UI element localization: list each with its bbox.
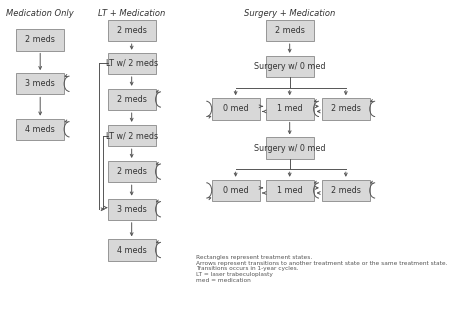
Text: 2 meds: 2 meds	[117, 95, 146, 104]
FancyBboxPatch shape	[266, 180, 314, 201]
Text: 1 med: 1 med	[277, 186, 302, 195]
Text: Surgery w/ 0 med: Surgery w/ 0 med	[254, 62, 326, 71]
Text: 2 meds: 2 meds	[25, 35, 55, 44]
FancyBboxPatch shape	[108, 125, 155, 146]
Text: 2 meds: 2 meds	[117, 26, 146, 35]
Text: 0 med: 0 med	[223, 104, 248, 113]
Text: 2 meds: 2 meds	[331, 186, 361, 195]
Text: 3 meds: 3 meds	[117, 205, 146, 214]
Text: 1 med: 1 med	[277, 104, 302, 113]
FancyBboxPatch shape	[322, 180, 370, 201]
Text: LT + Medication: LT + Medication	[98, 9, 165, 18]
FancyBboxPatch shape	[108, 53, 155, 74]
FancyBboxPatch shape	[108, 198, 155, 220]
Text: 2 meds: 2 meds	[331, 104, 361, 113]
Text: Rectangles represent treatment states.
Arrows represent transitions to another t: Rectangles represent treatment states. A…	[196, 255, 447, 283]
FancyBboxPatch shape	[16, 119, 64, 140]
Text: 4 meds: 4 meds	[25, 125, 55, 134]
Text: 0 med: 0 med	[223, 186, 248, 195]
FancyBboxPatch shape	[108, 161, 155, 182]
Text: Surgery w/ 0 med: Surgery w/ 0 med	[254, 144, 326, 152]
FancyBboxPatch shape	[16, 29, 64, 51]
Text: LT w/ 2 meds: LT w/ 2 meds	[106, 59, 158, 68]
Text: Medication Only: Medication Only	[6, 9, 74, 18]
FancyBboxPatch shape	[212, 98, 260, 120]
FancyBboxPatch shape	[266, 56, 314, 77]
FancyBboxPatch shape	[266, 20, 314, 41]
FancyBboxPatch shape	[322, 98, 370, 120]
FancyBboxPatch shape	[266, 98, 314, 120]
FancyBboxPatch shape	[108, 89, 155, 110]
FancyBboxPatch shape	[108, 239, 155, 261]
FancyBboxPatch shape	[16, 73, 64, 94]
Text: LT w/ 2 meds: LT w/ 2 meds	[106, 131, 158, 140]
Text: 2 meds: 2 meds	[275, 26, 305, 35]
FancyBboxPatch shape	[212, 180, 260, 201]
Text: 3 meds: 3 meds	[25, 79, 55, 88]
Text: 2 meds: 2 meds	[117, 167, 146, 176]
Text: Surgery + Medication: Surgery + Medication	[244, 9, 335, 18]
Text: 4 meds: 4 meds	[117, 245, 146, 255]
FancyBboxPatch shape	[266, 137, 314, 159]
FancyBboxPatch shape	[108, 20, 155, 41]
